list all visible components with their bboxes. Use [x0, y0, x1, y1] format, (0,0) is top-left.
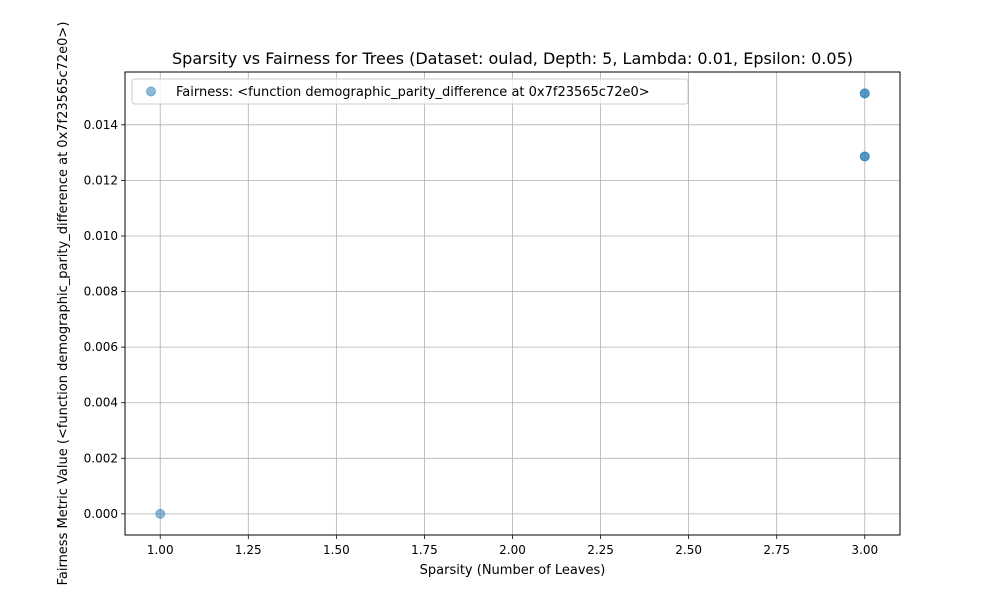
scatter-point: [859, 151, 870, 162]
x-axis-label: Sparsity (Number of Leaves): [420, 563, 606, 578]
scatter-point: [859, 88, 870, 99]
y-tick-label: 0.014: [84, 118, 118, 132]
y-axis-ticks: 0.000 0.002 0.004 0.006 0.008 0.010 0.012 0.014: [84, 118, 125, 521]
y-tick-label: 0.010: [84, 229, 118, 243]
legend-label: Fairness: <function demographic_parity_d…: [176, 85, 650, 100]
y-tick-label: 0.002: [84, 451, 118, 465]
x-tick-label: 3.00: [851, 543, 878, 557]
x-tick-label: 1.50: [323, 543, 350, 557]
y-tick-label: 0.006: [84, 340, 118, 354]
data-points: [155, 88, 870, 519]
y-tick-label: 0.012: [84, 173, 118, 187]
x-axis-ticks: 1.00 1.25 1.50 1.75 2.00 2.25 2.50 2.75 3.00: [147, 535, 878, 557]
legend-marker: [146, 86, 156, 97]
x-tick-label: 1.00: [147, 543, 174, 557]
y-tick-label: 0.000: [84, 507, 118, 521]
grid-lines: [125, 72, 900, 535]
y-axis-label: Fairness Metric Value (<function demogra…: [56, 22, 71, 586]
legend-box: [131, 78, 689, 105]
chart-title: Sparsity vs Fairness for Trees (Dataset:…: [172, 49, 853, 68]
x-tick-label: 1.25: [235, 543, 262, 557]
x-tick-label: 2.75: [763, 543, 790, 557]
y-tick-label: 0.004: [84, 396, 118, 410]
x-tick-label: 1.75: [411, 543, 438, 557]
x-tick-label: 2.50: [675, 543, 702, 557]
legend: Fairness: <function demographic_parity_d…: [131, 78, 689, 105]
scatter-point: [155, 508, 166, 519]
x-tick-label: 2.25: [587, 543, 614, 557]
y-tick-label: 0.008: [84, 285, 118, 299]
x-tick-label: 2.00: [499, 543, 526, 557]
